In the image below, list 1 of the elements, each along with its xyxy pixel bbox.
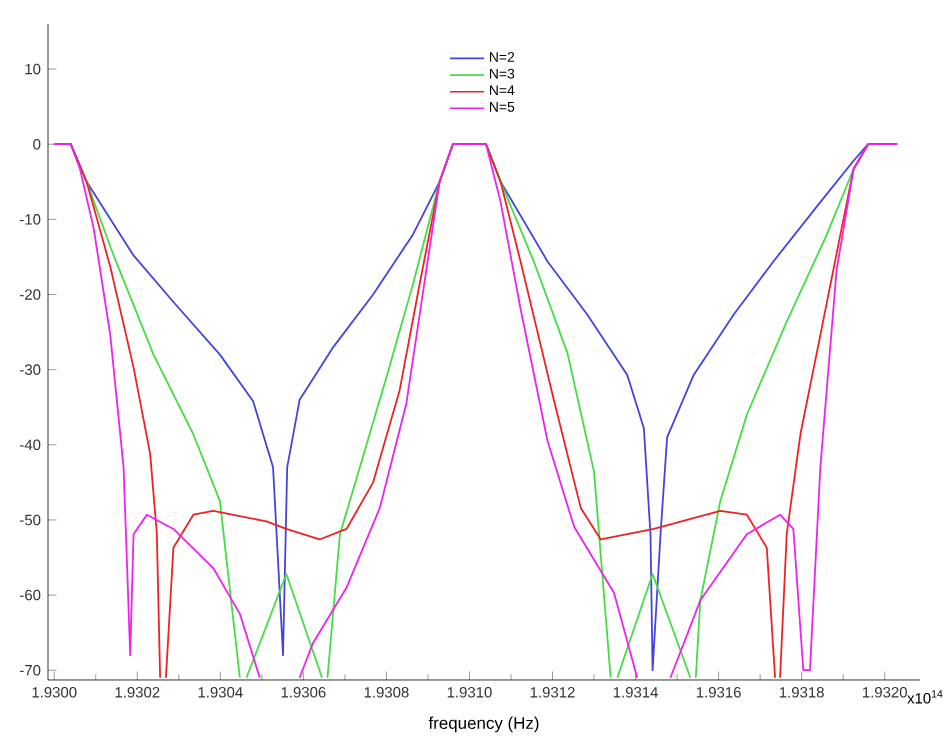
x-axis-title: frequency (Hz)	[428, 716, 539, 732]
